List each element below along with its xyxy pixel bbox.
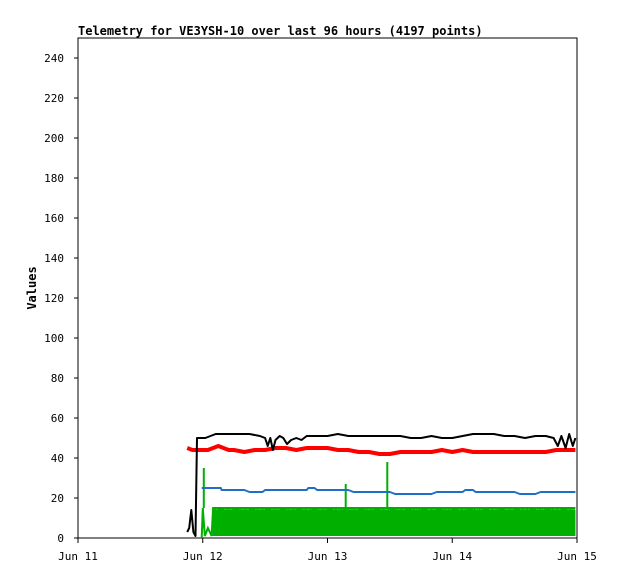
y-tick-label: 180: [44, 172, 64, 185]
x-tick-label: Jun 12: [183, 550, 223, 563]
series-line-2: [201, 487, 576, 495]
y-axis-title: Values: [25, 266, 39, 309]
series-line-0: [186, 433, 577, 537]
x-axis-ticks: Jun 11 Jun 12 Jun 13 Jun 14 Jun 15: [58, 538, 597, 563]
y-tick-label: 100: [44, 332, 64, 345]
y-tick-label: 60: [51, 412, 64, 425]
x-tick-label: Jun 13: [308, 550, 348, 563]
x-tick-label: Jun 15: [557, 550, 597, 563]
y-tick-label: 120: [44, 292, 64, 305]
y-tick-label: 240: [44, 52, 64, 65]
y-tick-label: 0: [57, 532, 64, 545]
x-tick-label: Jun 11: [58, 550, 98, 563]
y-tick-label: 40: [51, 452, 64, 465]
y-axis-ticks: 0 20 40 60 80 100 120 140 160 180 200 220 240: [44, 52, 78, 545]
x-tick-label: Jun 14: [432, 550, 472, 563]
plot-frame: [77, 37, 578, 539]
y-tick-label: 200: [44, 132, 64, 145]
y-tick-label: 160: [44, 212, 64, 225]
y-tick-label: 140: [44, 252, 64, 265]
y-tick-label: 20: [51, 492, 64, 505]
series-line-1: [186, 444, 576, 456]
series-layer: [186, 433, 577, 539]
chart-title: Telemetry for VE3YSH-10 over last 96 hou…: [78, 24, 483, 38]
y-tick-label: 220: [44, 92, 64, 105]
y-tick-label: 80: [51, 372, 64, 385]
